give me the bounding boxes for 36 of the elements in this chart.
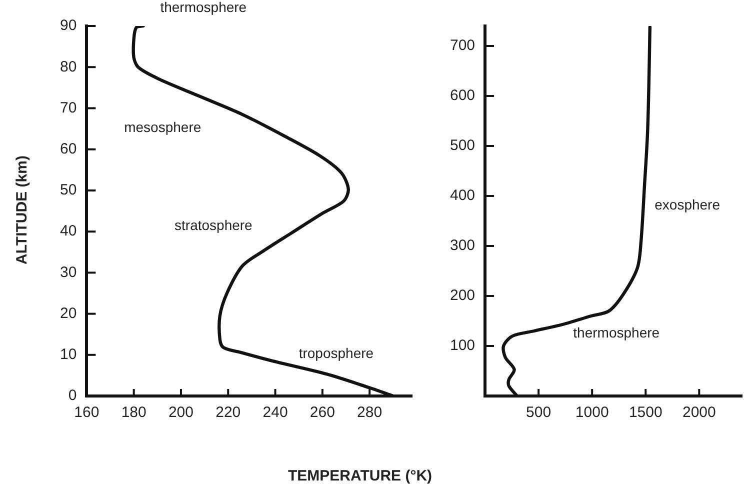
- y-axis-title: ALTITUDE (km): [14, 156, 30, 264]
- y-tick-label: 200: [450, 287, 476, 304]
- y-tick-label: 60: [60, 140, 77, 158]
- y-tick-label: 100: [450, 337, 476, 354]
- y-tick-label: 50: [60, 182, 77, 199]
- y-tick-label: 80: [60, 58, 77, 76]
- x-tick-label: 180: [121, 404, 146, 422]
- x-tick-label: 220: [216, 404, 241, 422]
- annotation: troposphere: [298, 344, 374, 361]
- y-tick-label: 600: [450, 87, 476, 104]
- y-tick-label: 300: [450, 237, 476, 254]
- x-tick-label: 1000: [575, 404, 609, 422]
- y-tick-label: 10: [60, 346, 77, 364]
- x-axis-title: TEMPERATURE (°K): [288, 468, 432, 484]
- x-tick-label: 240: [262, 404, 288, 422]
- annotation: exosphere: [654, 196, 720, 213]
- annotation: mesosphere: [124, 119, 202, 136]
- annotation: stratosphere: [174, 217, 253, 234]
- y-tick-label: 90: [60, 17, 77, 34]
- x-tick-label: 280: [357, 404, 382, 422]
- x-tick-label: 200: [168, 404, 194, 422]
- y-tick-label: 70: [60, 99, 77, 116]
- y-tick-label: 400: [450, 187, 476, 204]
- x-tick-label: 160: [74, 404, 100, 422]
- y-tick-label: 0: [68, 387, 77, 404]
- y-tick-label: 500: [450, 137, 476, 154]
- x-tick-label: 500: [526, 404, 552, 422]
- y-tick-label: 700: [450, 37, 476, 54]
- text: thermosphere: [160, 0, 247, 15]
- x-tick-label: 1500: [628, 404, 662, 422]
- x-tick-label: 260: [310, 404, 335, 422]
- y-tick-label: 30: [60, 264, 77, 281]
- y-tick-label: 40: [60, 222, 77, 240]
- annotation: thermosphere: [573, 324, 660, 341]
- x-tick-label: 2000: [682, 404, 716, 422]
- y-tick-label: 20: [60, 304, 77, 322]
